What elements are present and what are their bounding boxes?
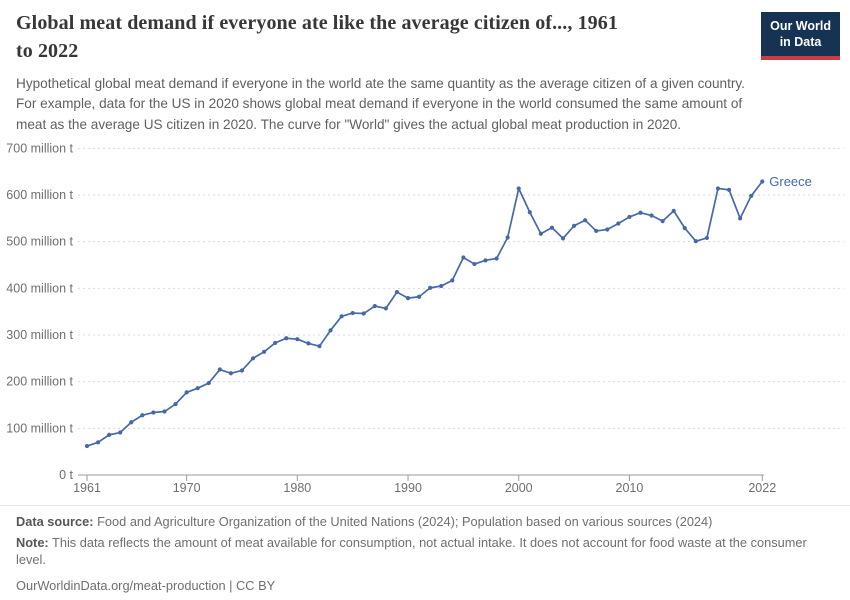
owid-url-link[interactable]: OurWorldinData.org/meat-production	[16, 577, 226, 593]
data-point[interactable]	[571, 223, 577, 228]
note-label: Note:	[16, 534, 49, 550]
data-point[interactable]	[328, 328, 333, 333]
license-separator: |	[225, 577, 237, 593]
logo-line-2: in Data	[779, 35, 822, 50]
y-axis-label: 300 million t	[6, 328, 73, 342]
data-source-label: Data source:	[16, 514, 94, 529]
data-point[interactable]	[428, 285, 433, 290]
data-point[interactable]	[505, 235, 510, 240]
data-point[interactable]	[206, 380, 211, 386]
data-point[interactable]	[84, 443, 90, 449]
data-point[interactable]	[527, 210, 532, 215]
note-text: This data reflects the amount of meat av…	[16, 534, 807, 568]
logo-line-1: Our World	[770, 19, 831, 33]
data-point[interactable]	[715, 186, 721, 191]
data-point[interactable]	[738, 216, 743, 221]
data-point[interactable]	[538, 231, 543, 236]
data-point[interactable]	[583, 218, 588, 223]
data-point[interactable]	[682, 226, 687, 231]
x-axis-label: 1990	[394, 481, 422, 495]
x-axis-label: 2010	[616, 481, 644, 495]
data-point[interactable]	[361, 311, 366, 316]
y-axis-label: 700 million t	[6, 141, 73, 155]
data-point[interactable]	[494, 256, 499, 261]
y-axis-label: 0 t	[59, 468, 73, 482]
data-point[interactable]	[605, 227, 610, 232]
chart-subtitle: Hypothetical global meat demand if every…	[16, 76, 745, 132]
data-source-line: Data source: Food and Agriculture Organi…	[16, 513, 834, 531]
data-point[interactable]	[483, 258, 488, 263]
data-point[interactable]	[649, 213, 654, 218]
data-point[interactable]	[417, 294, 422, 299]
data-point[interactable]	[549, 225, 555, 230]
data-point[interactable]	[704, 235, 710, 241]
data-point[interactable]	[760, 179, 765, 184]
note-line: Note: This data reflects the amount of m…	[16, 534, 834, 569]
license-line: OurWorldinData.org/meat-production | CC …	[16, 577, 834, 595]
data-point[interactable]	[118, 430, 123, 435]
data-point[interactable]	[594, 228, 599, 234]
data-point[interactable]	[616, 221, 621, 226]
data-point[interactable]	[228, 371, 234, 376]
data-point[interactable]	[383, 306, 388, 311]
y-axis-label: 100 million t	[6, 421, 73, 435]
data-point[interactable]	[516, 186, 521, 191]
data-point[interactable]	[560, 236, 566, 241]
data-point[interactable]	[184, 390, 189, 395]
x-axis-label: 1970	[173, 481, 201, 495]
data-point[interactable]	[306, 341, 311, 346]
data-point[interactable]	[405, 296, 411, 301]
data-point[interactable]	[140, 413, 145, 418]
data-point[interactable]	[439, 283, 444, 289]
data-point[interactable]	[638, 210, 643, 215]
x-axis-label: 1961	[73, 481, 101, 495]
data-point[interactable]	[195, 386, 200, 391]
x-axis-label: 2022	[748, 481, 776, 495]
x-axis-label: 2000	[505, 481, 533, 495]
data-point[interactable]	[217, 367, 222, 372]
data-point[interactable]	[273, 340, 278, 346]
data-point[interactable]	[107, 432, 112, 437]
series-end-label: Greece	[769, 174, 812, 189]
chart-footer: Data source: Food and Agriculture Organi…	[0, 505, 850, 598]
data-point[interactable]	[129, 420, 134, 425]
data-point[interactable]	[372, 303, 377, 309]
data-point[interactable]	[450, 278, 455, 283]
data-point[interactable]	[173, 401, 178, 407]
data-point[interactable]	[295, 337, 300, 342]
data-source-text: Food and Agriculture Organization of the…	[97, 514, 713, 529]
data-point[interactable]	[151, 410, 156, 415]
data-point[interactable]	[671, 208, 676, 213]
data-point[interactable]	[250, 356, 256, 361]
data-point[interactable]	[726, 187, 732, 192]
data-point[interactable]	[317, 344, 322, 349]
data-point[interactable]	[693, 239, 698, 244]
data-point[interactable]	[162, 409, 167, 414]
data-point[interactable]	[284, 336, 289, 341]
y-axis-label: 200 million t	[6, 375, 73, 389]
license-label: CC BY	[236, 577, 276, 593]
y-axis-label: 400 million t	[6, 281, 73, 295]
x-axis-label: 1980	[283, 481, 311, 495]
data-point[interactable]	[394, 289, 400, 295]
data-point[interactable]	[660, 219, 665, 224]
chart-title: Global meat demand if everyone ate like …	[16, 12, 618, 62]
data-point[interactable]	[472, 261, 477, 267]
data-point[interactable]	[461, 255, 466, 260]
y-axis-label: 500 million t	[6, 235, 73, 249]
data-point[interactable]	[95, 440, 101, 445]
data-point[interactable]	[350, 310, 355, 316]
data-point[interactable]	[627, 214, 632, 220]
owid-logo[interactable]: Our World in Data	[761, 12, 840, 60]
y-axis-label: 600 million t	[6, 188, 73, 202]
data-point[interactable]	[239, 368, 245, 373]
data-point[interactable]	[339, 314, 344, 319]
data-point[interactable]	[262, 349, 267, 354]
data-point[interactable]	[749, 193, 754, 199]
